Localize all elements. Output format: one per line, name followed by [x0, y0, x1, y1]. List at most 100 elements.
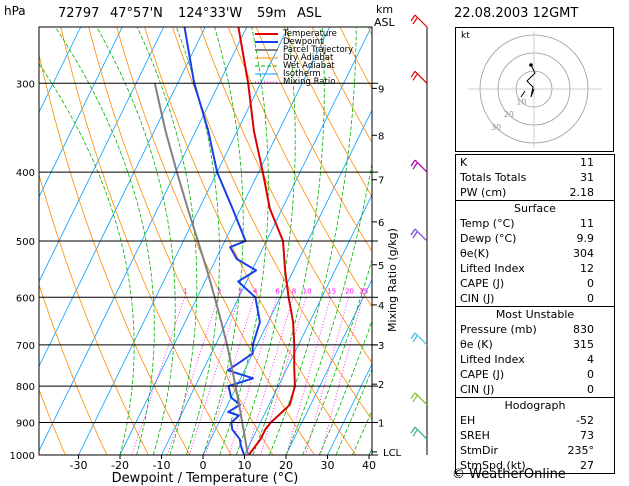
temperature-tick-label: 10 [238, 459, 252, 472]
mixing-ratio-label: 10 [303, 287, 312, 295]
surface-cape: CAPE (J) 0 [460, 277, 594, 290]
hodograph-ring-label: 20 [504, 110, 514, 119]
wet-adiabat-line [269, 27, 357, 455]
most-unstable-title: Most Unstable [495, 308, 575, 321]
legend-item: Parcel Trajectory [254, 46, 353, 54]
legend-item: Dry Adiabat [254, 54, 353, 62]
hodograph-endpoint [529, 63, 533, 67]
wet-adiabat-line [235, 27, 296, 455]
hodo-eh: EH -52 [460, 414, 594, 427]
km-tick-label: 5 [378, 261, 384, 272]
mixing-ratio-label: 8 [292, 287, 296, 295]
mixing-ratio-line [286, 297, 331, 455]
mu-cape: CAPE (J) 0 [460, 368, 594, 381]
wet-adiabat-line [252, 27, 325, 455]
surface-thetae: θe(K) 304 [460, 247, 594, 260]
dry-adiabat-line [39, 283, 108, 455]
hodograph-unit: kt [461, 31, 470, 41]
legend: Temperature Dewpoint Parcel Trajectory Dry … [254, 30, 353, 86]
index-pw: PW (cm) 2.18 [460, 186, 594, 199]
wind-barb [410, 70, 428, 84]
legend-label: Dewpoint [283, 37, 324, 47]
wet-adiabat-line [302, 258, 372, 455]
wet-adiabat-line [136, 27, 198, 455]
temperature-tick-label: -30 [70, 459, 88, 472]
dry-adiabat-line [283, 27, 372, 198]
dry-adiabat-line [60, 27, 232, 455]
mixing-ratio-line [305, 297, 349, 455]
legend-label: Isotherm [283, 69, 321, 79]
dry-adiabat-line [255, 27, 372, 253]
legend-item: Mixing Ratio [254, 78, 353, 86]
pressure-tick-label: 900 [16, 418, 35, 429]
wet-adiabat-line [318, 319, 372, 455]
dry-adiabat-line [39, 173, 149, 455]
wet-adiabat-line [176, 27, 220, 455]
isotherm-line [285, 278, 372, 455]
station-lat: 47°57'N [110, 6, 163, 21]
pressure-tick-label: 700 [16, 341, 35, 352]
mu-thetae: θe (K) 315 [460, 338, 594, 351]
pressure-tick-label: 300 [16, 79, 35, 90]
station-id: 72797 [58, 6, 100, 21]
wind-barb [410, 159, 428, 173]
mu-pressure: Pressure (mb) 830 [460, 323, 594, 336]
wet-adiabat-line [96, 27, 176, 455]
km-tick-label: 1 [378, 418, 384, 429]
km-tick-label: 3 [378, 341, 384, 352]
pressure-unit: hPa [4, 4, 26, 18]
station-elevation: 59m [257, 6, 287, 21]
mu-lifted-index: Lifted Index 4 [460, 353, 594, 366]
station-asl: ASL [297, 6, 322, 21]
surface-cin: CIN (J) 0 [460, 292, 594, 305]
mixing-ratio-label: 25 [359, 287, 368, 295]
mixing-ratio-label: 15 [327, 287, 336, 295]
hodograph-trace [526, 64, 536, 98]
surface-temp: Temp (°C) 11 [460, 217, 594, 230]
km-tick-label: 8 [378, 131, 384, 142]
surface-dewp: Dewp (°C) 9.9 [460, 232, 594, 245]
dry-adiabat-line [172, 27, 372, 421]
dry-adiabat-line [39, 388, 66, 455]
mixing-ratio-label: 3 [238, 287, 242, 295]
wet-adiabat-line [285, 161, 372, 455]
storm-motion-marker [520, 90, 526, 98]
indices-table: K 11 Totals Totals 31 PW (cm) 2.18 Surface … [455, 154, 615, 474]
pressure-tick-label: 600 [16, 293, 35, 304]
legend-label: Parcel Trajectory [283, 45, 354, 55]
surface-title: Surface [514, 202, 556, 215]
observation-datetime: 22.08.2003 12GMT [454, 6, 579, 21]
mixing-ratio-line [320, 297, 364, 455]
surface-lifted-index: Lifted Index 12 [460, 262, 594, 275]
parcel-trajectory [153, 83, 250, 455]
hodograph-ring-label: 10 [516, 98, 526, 107]
legend-item: Isotherm [254, 70, 353, 78]
legend-label: Wet Adiabat [283, 61, 335, 71]
temperature-tick-label: -10 [153, 459, 171, 472]
index-k: K 11 [460, 156, 594, 169]
temperature-profile [237, 27, 296, 455]
legend-item: Temperature [254, 30, 353, 38]
mixing-ratio-label: 4 [253, 287, 258, 295]
x-axis-title: Dewpoint / Temperature (°C) [112, 471, 299, 486]
wet-adiabat-line [54, 27, 155, 455]
temperature-tick-label: 0 [200, 459, 207, 472]
legend-label: Dry Adiabat [283, 53, 334, 63]
pressure-tick-label: 1000 [10, 451, 35, 462]
km-asl-label: ASL [374, 16, 395, 29]
legend-label: Temperature [283, 29, 337, 39]
km-tick-label: LCL [383, 448, 402, 459]
km-tick-label: 9 [378, 84, 384, 95]
dry-adiabat-line [88, 27, 274, 455]
temperature-tick-label: -20 [111, 459, 129, 472]
dry-adiabat-line [39, 53, 191, 455]
km-tick-label: 7 [378, 176, 384, 187]
km-label: km [376, 3, 394, 16]
temperature-tick-label: 30 [321, 459, 335, 472]
pressure-tick-label: 800 [16, 382, 35, 393]
pressure-tick-label: 400 [16, 168, 35, 179]
wet-adiabat-line [335, 367, 372, 455]
hodograph-title: Hodograph [504, 399, 566, 412]
legend-label: Mixing Ratio [283, 77, 336, 87]
